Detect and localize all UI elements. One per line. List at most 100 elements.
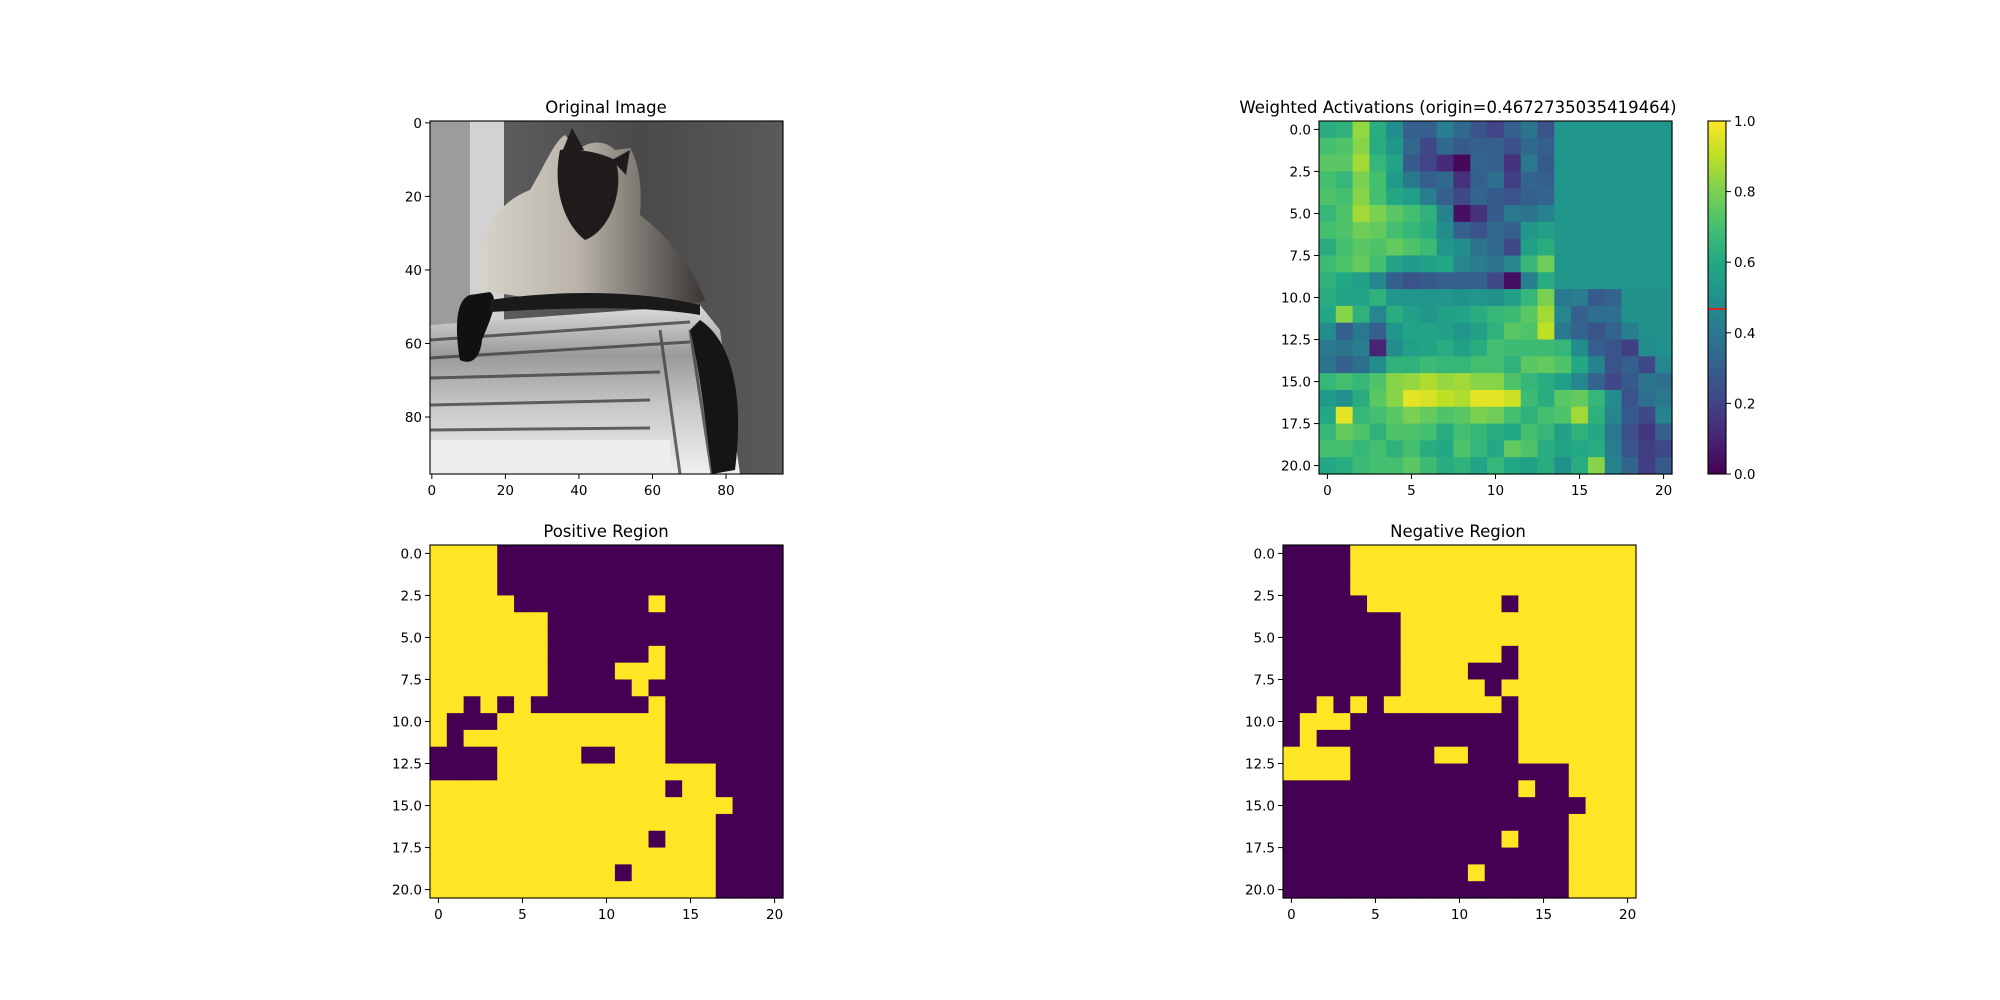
heatmap-cell-negative xyxy=(1333,864,1351,882)
heatmap-cell-weighted xyxy=(1537,154,1555,173)
heatmap-cell-positive xyxy=(648,578,666,597)
heatmap-cell-positive xyxy=(530,561,549,580)
heatmap-cell-positive xyxy=(530,729,549,748)
heatmap-cell-negative xyxy=(1383,696,1402,714)
heatmap-cell-weighted xyxy=(1335,137,1354,156)
heatmap-cell-weighted xyxy=(1453,406,1471,425)
heatmap-cell-positive xyxy=(497,645,515,664)
xtick-label-original: 0 xyxy=(428,483,437,499)
heatmap-cell-positive xyxy=(598,830,616,849)
heatmap-cell-negative xyxy=(1400,864,1419,882)
heatmap-cell-negative xyxy=(1535,696,1553,714)
heatmap-cell-positive xyxy=(665,629,683,647)
heatmap-cell-weighted xyxy=(1352,322,1371,341)
heatmap-cell-positive xyxy=(614,729,633,748)
heatmap-cell-negative xyxy=(1367,561,1385,580)
heatmap-cell-weighted xyxy=(1487,373,1505,391)
heatmap-cell-negative xyxy=(1585,696,1603,714)
heatmap-cell-positive xyxy=(564,645,582,664)
heatmap-cell-negative xyxy=(1367,847,1385,865)
heatmap-cell-negative xyxy=(1467,545,1486,563)
heatmap-cell-weighted xyxy=(1621,289,1639,307)
heatmap-cell-weighted xyxy=(1319,339,1337,357)
heatmap-cell-negative xyxy=(1535,864,1553,882)
heatmap-cell-positive xyxy=(715,797,734,815)
ytick-label-negative: 2.5 xyxy=(1254,588,1275,604)
heatmap-cell-negative xyxy=(1585,780,1603,798)
ytick-label-negative: 0.0 xyxy=(1254,546,1275,562)
heatmap-cell-weighted xyxy=(1352,289,1371,307)
heatmap-cell-positive xyxy=(682,864,700,882)
heatmap-cell-negative xyxy=(1568,797,1587,815)
heatmap-cell-negative xyxy=(1535,713,1553,731)
heatmap-cell-weighted xyxy=(1487,289,1505,307)
heatmap-cell-weighted xyxy=(1655,272,1673,290)
heatmap-cell-weighted xyxy=(1554,322,1572,341)
heatmap-cell-negative xyxy=(1283,629,1301,647)
heatmap-cell-weighted xyxy=(1335,457,1354,475)
heatmap-cell-negative xyxy=(1484,645,1503,664)
heatmap-cell-negative xyxy=(1333,645,1351,664)
heatmap-cell-weighted xyxy=(1537,457,1555,475)
heatmap-cell-negative xyxy=(1350,763,1368,781)
heatmap-cell-negative xyxy=(1535,780,1553,798)
heatmap-cell-positive xyxy=(530,662,549,681)
heatmap-cell-negative xyxy=(1602,746,1620,765)
heatmap-cell-positive xyxy=(614,629,633,647)
heatmap-cell-negative xyxy=(1350,696,1368,714)
heatmap-cell-negative xyxy=(1568,612,1587,630)
heatmap-cell-negative xyxy=(1568,645,1587,664)
heatmap-cell-negative xyxy=(1535,561,1553,580)
heatmap-cell-positive xyxy=(598,679,616,697)
heatmap-cell-weighted xyxy=(1335,121,1354,139)
heatmap-cell-weighted xyxy=(1352,154,1371,173)
heatmap-cell-negative xyxy=(1367,545,1385,563)
heatmap-cell-negative xyxy=(1316,847,1335,865)
heatmap-cell-negative xyxy=(1333,847,1351,865)
heatmap-cell-weighted xyxy=(1587,238,1606,257)
heatmap-cell-negative xyxy=(1551,763,1570,781)
heatmap-cell-weighted xyxy=(1470,423,1488,441)
heatmap-cell-positive xyxy=(766,662,784,681)
heatmap-cell-positive xyxy=(631,696,650,714)
heatmap-cell-weighted xyxy=(1319,255,1337,273)
heatmap-cell-negative xyxy=(1585,545,1603,563)
heatmap-cell-negative xyxy=(1602,645,1620,664)
heatmap-cell-weighted xyxy=(1621,188,1639,206)
heatmap-cell-positive xyxy=(682,696,700,714)
heatmap-cell-weighted xyxy=(1503,238,1522,257)
heatmap-cell-weighted xyxy=(1369,221,1387,240)
heatmap-cell-weighted xyxy=(1470,339,1488,357)
heatmap-cell-weighted xyxy=(1386,406,1404,425)
heatmap-cell-weighted xyxy=(1453,289,1471,307)
heatmap-cell-negative xyxy=(1434,629,1452,647)
ytick-label-original: 0 xyxy=(413,116,422,132)
heatmap-cell-positive xyxy=(530,813,549,832)
heatmap-cell-negative xyxy=(1417,578,1435,597)
heatmap-cell-negative xyxy=(1316,561,1335,580)
heatmap-cell-positive xyxy=(631,813,650,832)
heatmap-cell-weighted xyxy=(1587,339,1606,357)
heatmap-cell-negative xyxy=(1350,595,1368,613)
heatmap-cell-negative xyxy=(1551,864,1570,882)
heatmap-cell-negative xyxy=(1619,763,1637,781)
heatmap-cell-positive xyxy=(430,612,448,630)
heatmap-cell-weighted xyxy=(1587,389,1606,408)
heatmap-cell-weighted xyxy=(1554,205,1572,223)
heatmap-cell-positive xyxy=(480,612,498,630)
heatmap-cell-positive xyxy=(715,864,734,882)
heatmap-cell-positive xyxy=(598,797,616,815)
heatmap-cell-weighted xyxy=(1352,137,1371,156)
heatmap-cell-negative xyxy=(1400,578,1419,597)
heatmap-cell-positive xyxy=(547,881,566,899)
heatmap-cell-positive xyxy=(614,578,633,597)
heatmap-cell-weighted xyxy=(1369,423,1387,441)
heatmap-cell-positive xyxy=(631,545,650,563)
heatmap-cell-negative xyxy=(1350,662,1368,681)
heatmap-cell-negative xyxy=(1417,847,1435,865)
heatmap-cell-weighted xyxy=(1571,406,1589,425)
heatmap-cell-negative xyxy=(1400,696,1419,714)
heatmap-cell-positive xyxy=(430,696,448,714)
heatmap-cell-weighted xyxy=(1554,406,1572,425)
heatmap-cell-negative xyxy=(1551,780,1570,798)
